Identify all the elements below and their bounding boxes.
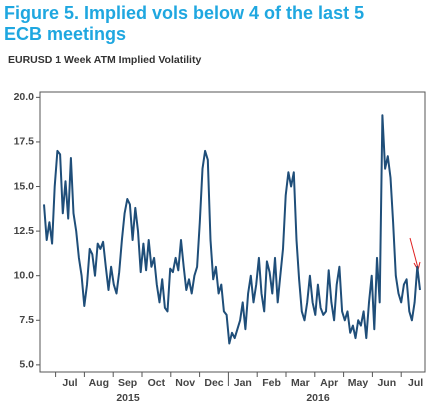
chart-title: ECB meetings (4, 24, 126, 44)
x-tick-label: Apr (320, 377, 338, 389)
x-tick-label: Dec (204, 377, 223, 389)
annotation-arrow (409, 237, 421, 272)
chart-subtitle: EURUSD 1 Week ATM Implied Volatility (8, 54, 201, 66)
y-tick-label: 20.0 (14, 91, 35, 103)
y-tick-label: 5.0 (19, 359, 34, 371)
x-tick-label: May (348, 377, 369, 389)
plot-frame (39, 91, 426, 373)
chart-title: Figure 5. Implied vols below 4 of the la… (4, 3, 364, 23)
x-tick-label: Sep (118, 377, 137, 389)
data-line (43, 114, 421, 345)
year-label: 2016 (306, 392, 330, 404)
x-tick-label: Oct (148, 377, 166, 389)
y-tick-label: 15.0 (14, 180, 35, 192)
x-tick-label: Feb (262, 377, 281, 389)
x-tick-label: Aug (89, 377, 109, 389)
x-tick-label: Mar (291, 377, 310, 389)
x-tick-label: Nov (175, 377, 195, 389)
x-tick-label: Jun (377, 377, 396, 389)
year-label: 2015 (116, 392, 140, 404)
y-tick-label: 17.5 (14, 136, 35, 148)
y-tick-label: 12.5 (14, 225, 35, 237)
x-tick-label: Jul (408, 377, 423, 389)
y-tick-label: 10.0 (14, 269, 35, 281)
y-tick-label: 7.5 (19, 314, 34, 326)
x-tick-label: Jan (234, 377, 252, 389)
x-tick-label: Jul (62, 377, 77, 389)
